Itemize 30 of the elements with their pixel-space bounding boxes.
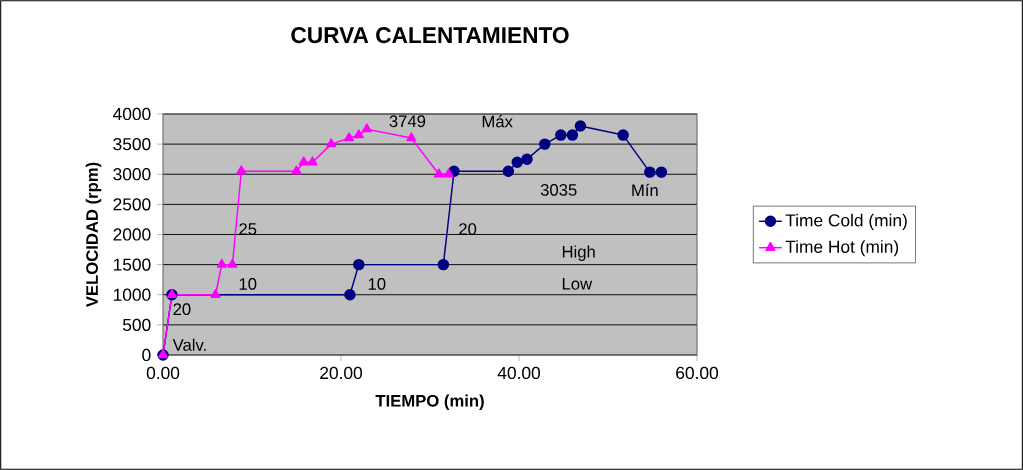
x-tick-label: 60.00 bbox=[676, 366, 719, 380]
annotation: 25 bbox=[239, 223, 257, 235]
annotation: Valv. bbox=[172, 338, 206, 351]
annotation: Low bbox=[562, 278, 593, 290]
x-tick-label: 20.00 bbox=[320, 366, 363, 380]
annotation: 20 bbox=[173, 303, 191, 316]
annotation: 3749 bbox=[389, 115, 426, 128]
annotation: 20 bbox=[459, 223, 477, 235]
y-tick-label: 4000 bbox=[113, 107, 151, 121]
legend-label: Time Hot (min) bbox=[785, 240, 899, 257]
legend-label: Time Cold (min) bbox=[785, 213, 907, 230]
annotation: 10 bbox=[368, 278, 386, 290]
y-axis-title: VELOCIDAD (rpm) bbox=[85, 162, 102, 308]
y-tick-label: 1500 bbox=[113, 258, 151, 271]
y-tick-label: 0 bbox=[142, 348, 151, 362]
y-tick-label: 500 bbox=[122, 318, 151, 331]
x-axis-title: TIEMPO (min) bbox=[375, 394, 484, 410]
y-tick-label: 2500 bbox=[113, 198, 151, 211]
y-tick-label: 1000 bbox=[113, 288, 151, 301]
annotation: High bbox=[562, 245, 595, 261]
annotation: 10 bbox=[239, 278, 257, 290]
annotation: Máx bbox=[482, 115, 513, 128]
annotation: 3035 bbox=[540, 184, 577, 196]
y-tick-label: 3000 bbox=[113, 168, 151, 181]
x-tick-label: 0.00 bbox=[146, 366, 180, 380]
annotation: Mín bbox=[632, 183, 658, 197]
x-tick-label: 40.00 bbox=[497, 366, 541, 380]
chart-title: CURVA CALENTAMIENTO bbox=[291, 27, 569, 44]
y-tick-label: 2000 bbox=[113, 228, 151, 241]
y-tick-label: 3500 bbox=[113, 137, 151, 151]
